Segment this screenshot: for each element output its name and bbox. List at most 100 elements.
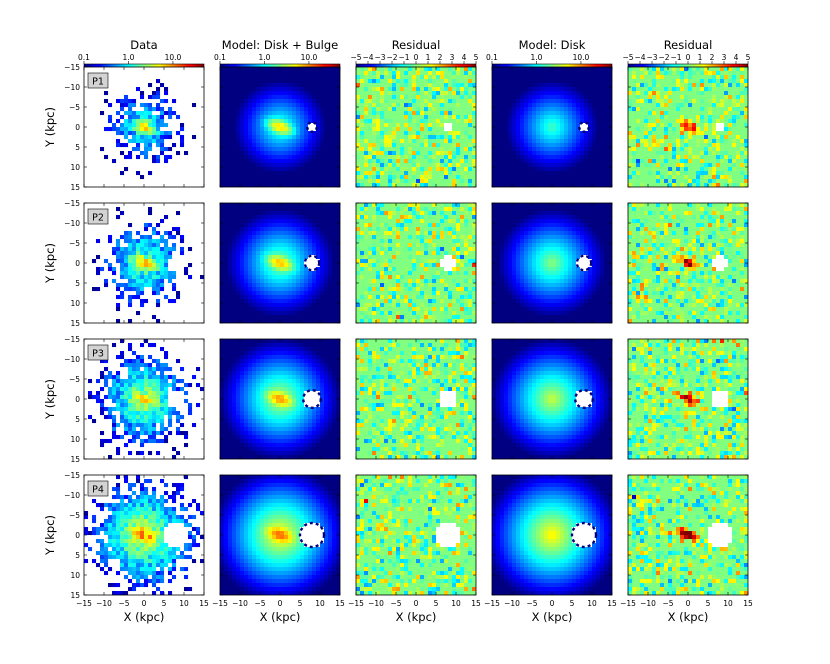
heatmap-cell (332, 235, 337, 240)
heatmap-cell (288, 83, 293, 88)
heatmap-cell (264, 299, 269, 304)
heatmap-cell (700, 79, 705, 84)
heatmap-cell (272, 227, 277, 232)
heatmap-cell (152, 95, 157, 100)
heatmap-cell (148, 107, 153, 112)
heatmap-cell (736, 107, 741, 112)
heatmap-cell (500, 99, 505, 104)
heatmap-cell (364, 103, 369, 108)
heatmap-cell (288, 255, 293, 260)
heatmap-cell (316, 139, 321, 144)
heatmap-cell (656, 91, 661, 96)
heatmap-cell (664, 95, 669, 100)
heatmap-cell (236, 211, 241, 216)
heatmap-cell (324, 119, 329, 124)
heatmap-cell (648, 135, 653, 140)
heatmap-cell (120, 235, 125, 240)
heatmap-cell (536, 99, 541, 104)
heatmap-cell (312, 183, 317, 188)
heatmap-cell (632, 87, 637, 92)
heatmap-cell (428, 211, 433, 216)
heatmap-cell (268, 83, 273, 88)
heatmap-cell (432, 203, 437, 208)
heatmap-cell (540, 171, 545, 176)
heatmap-cell (156, 119, 161, 124)
heatmap-cell (260, 307, 265, 312)
heatmap-cell (244, 71, 249, 76)
heatmap-cell (220, 143, 225, 148)
heatmap-cell (300, 275, 305, 280)
heatmap-cell (524, 127, 529, 132)
heatmap-cell (288, 203, 293, 208)
heatmap-cell (448, 151, 453, 156)
heatmap-cell (376, 219, 381, 224)
heatmap-cell (324, 307, 329, 312)
heatmap-cell (116, 251, 121, 256)
heatmap-cell (588, 111, 593, 116)
heatmap-cell (336, 243, 341, 248)
heatmap-cell (472, 75, 477, 80)
heatmap-cell (316, 99, 321, 104)
heatmap-cell (160, 99, 165, 104)
heatmap-cell (272, 143, 277, 148)
heatmap-cell (592, 179, 597, 184)
heatmap-cell (396, 71, 401, 76)
heatmap-cell (544, 143, 549, 148)
heatmap-cell (524, 215, 529, 220)
heatmap-cell (508, 111, 513, 116)
heatmap-cell (412, 243, 417, 248)
heatmap-cell (244, 79, 249, 84)
heatmap-cell (236, 171, 241, 176)
heatmap-cell (464, 235, 469, 240)
heatmap-cell (400, 223, 405, 228)
heatmap-cell (536, 95, 541, 100)
heatmap-cell (220, 311, 225, 316)
heatmap-cell (524, 163, 529, 168)
heatmap-cell (300, 91, 305, 96)
heatmap-cell (304, 267, 309, 272)
heatmap-cell (320, 211, 325, 216)
heatmap-cell (560, 219, 565, 224)
heatmap-cell (532, 131, 537, 136)
heatmap-cell (320, 183, 325, 188)
heatmap-cell (328, 147, 333, 152)
heatmap-cell (412, 295, 417, 300)
heatmap-cell (232, 115, 237, 120)
heatmap-cell (384, 231, 389, 236)
heatmap-cell (464, 295, 469, 300)
heatmap-cell (220, 87, 225, 92)
heatmap-cell (320, 71, 325, 76)
heatmap-cell (552, 107, 557, 112)
heatmap-cell (140, 287, 145, 292)
heatmap-cell (224, 123, 229, 128)
heatmap-cell (136, 267, 141, 272)
heatmap-cell (272, 207, 277, 212)
heatmap-cell (316, 143, 321, 148)
heatmap-cell (464, 91, 469, 96)
heatmap-cell (300, 95, 305, 100)
heatmap-cell (464, 271, 469, 276)
heatmap-cell (276, 231, 281, 236)
heatmap-cell (136, 115, 141, 120)
heatmap-cell (432, 107, 437, 112)
heatmap-cell (712, 127, 717, 132)
heatmap-cell (224, 79, 229, 84)
heatmap-cell (240, 235, 245, 240)
heatmap-cell (296, 275, 301, 280)
heatmap-cell (548, 95, 553, 100)
heatmap-cell (260, 75, 265, 80)
heatmap-cell (376, 71, 381, 76)
heatmap-cell (472, 259, 477, 264)
heatmap-cell (372, 275, 377, 280)
heatmap-cell (248, 91, 253, 96)
heatmap-cell (568, 207, 573, 212)
heatmap-cell (356, 115, 361, 120)
heatmap-cell (524, 167, 529, 172)
heatmap-cell (716, 127, 721, 132)
heatmap-cell (628, 131, 633, 136)
heatmap-cell (412, 147, 417, 152)
heatmap-cell (696, 179, 701, 184)
heatmap-cell (660, 95, 665, 100)
heatmap-cell (312, 287, 317, 292)
heatmap-cell (360, 147, 365, 152)
